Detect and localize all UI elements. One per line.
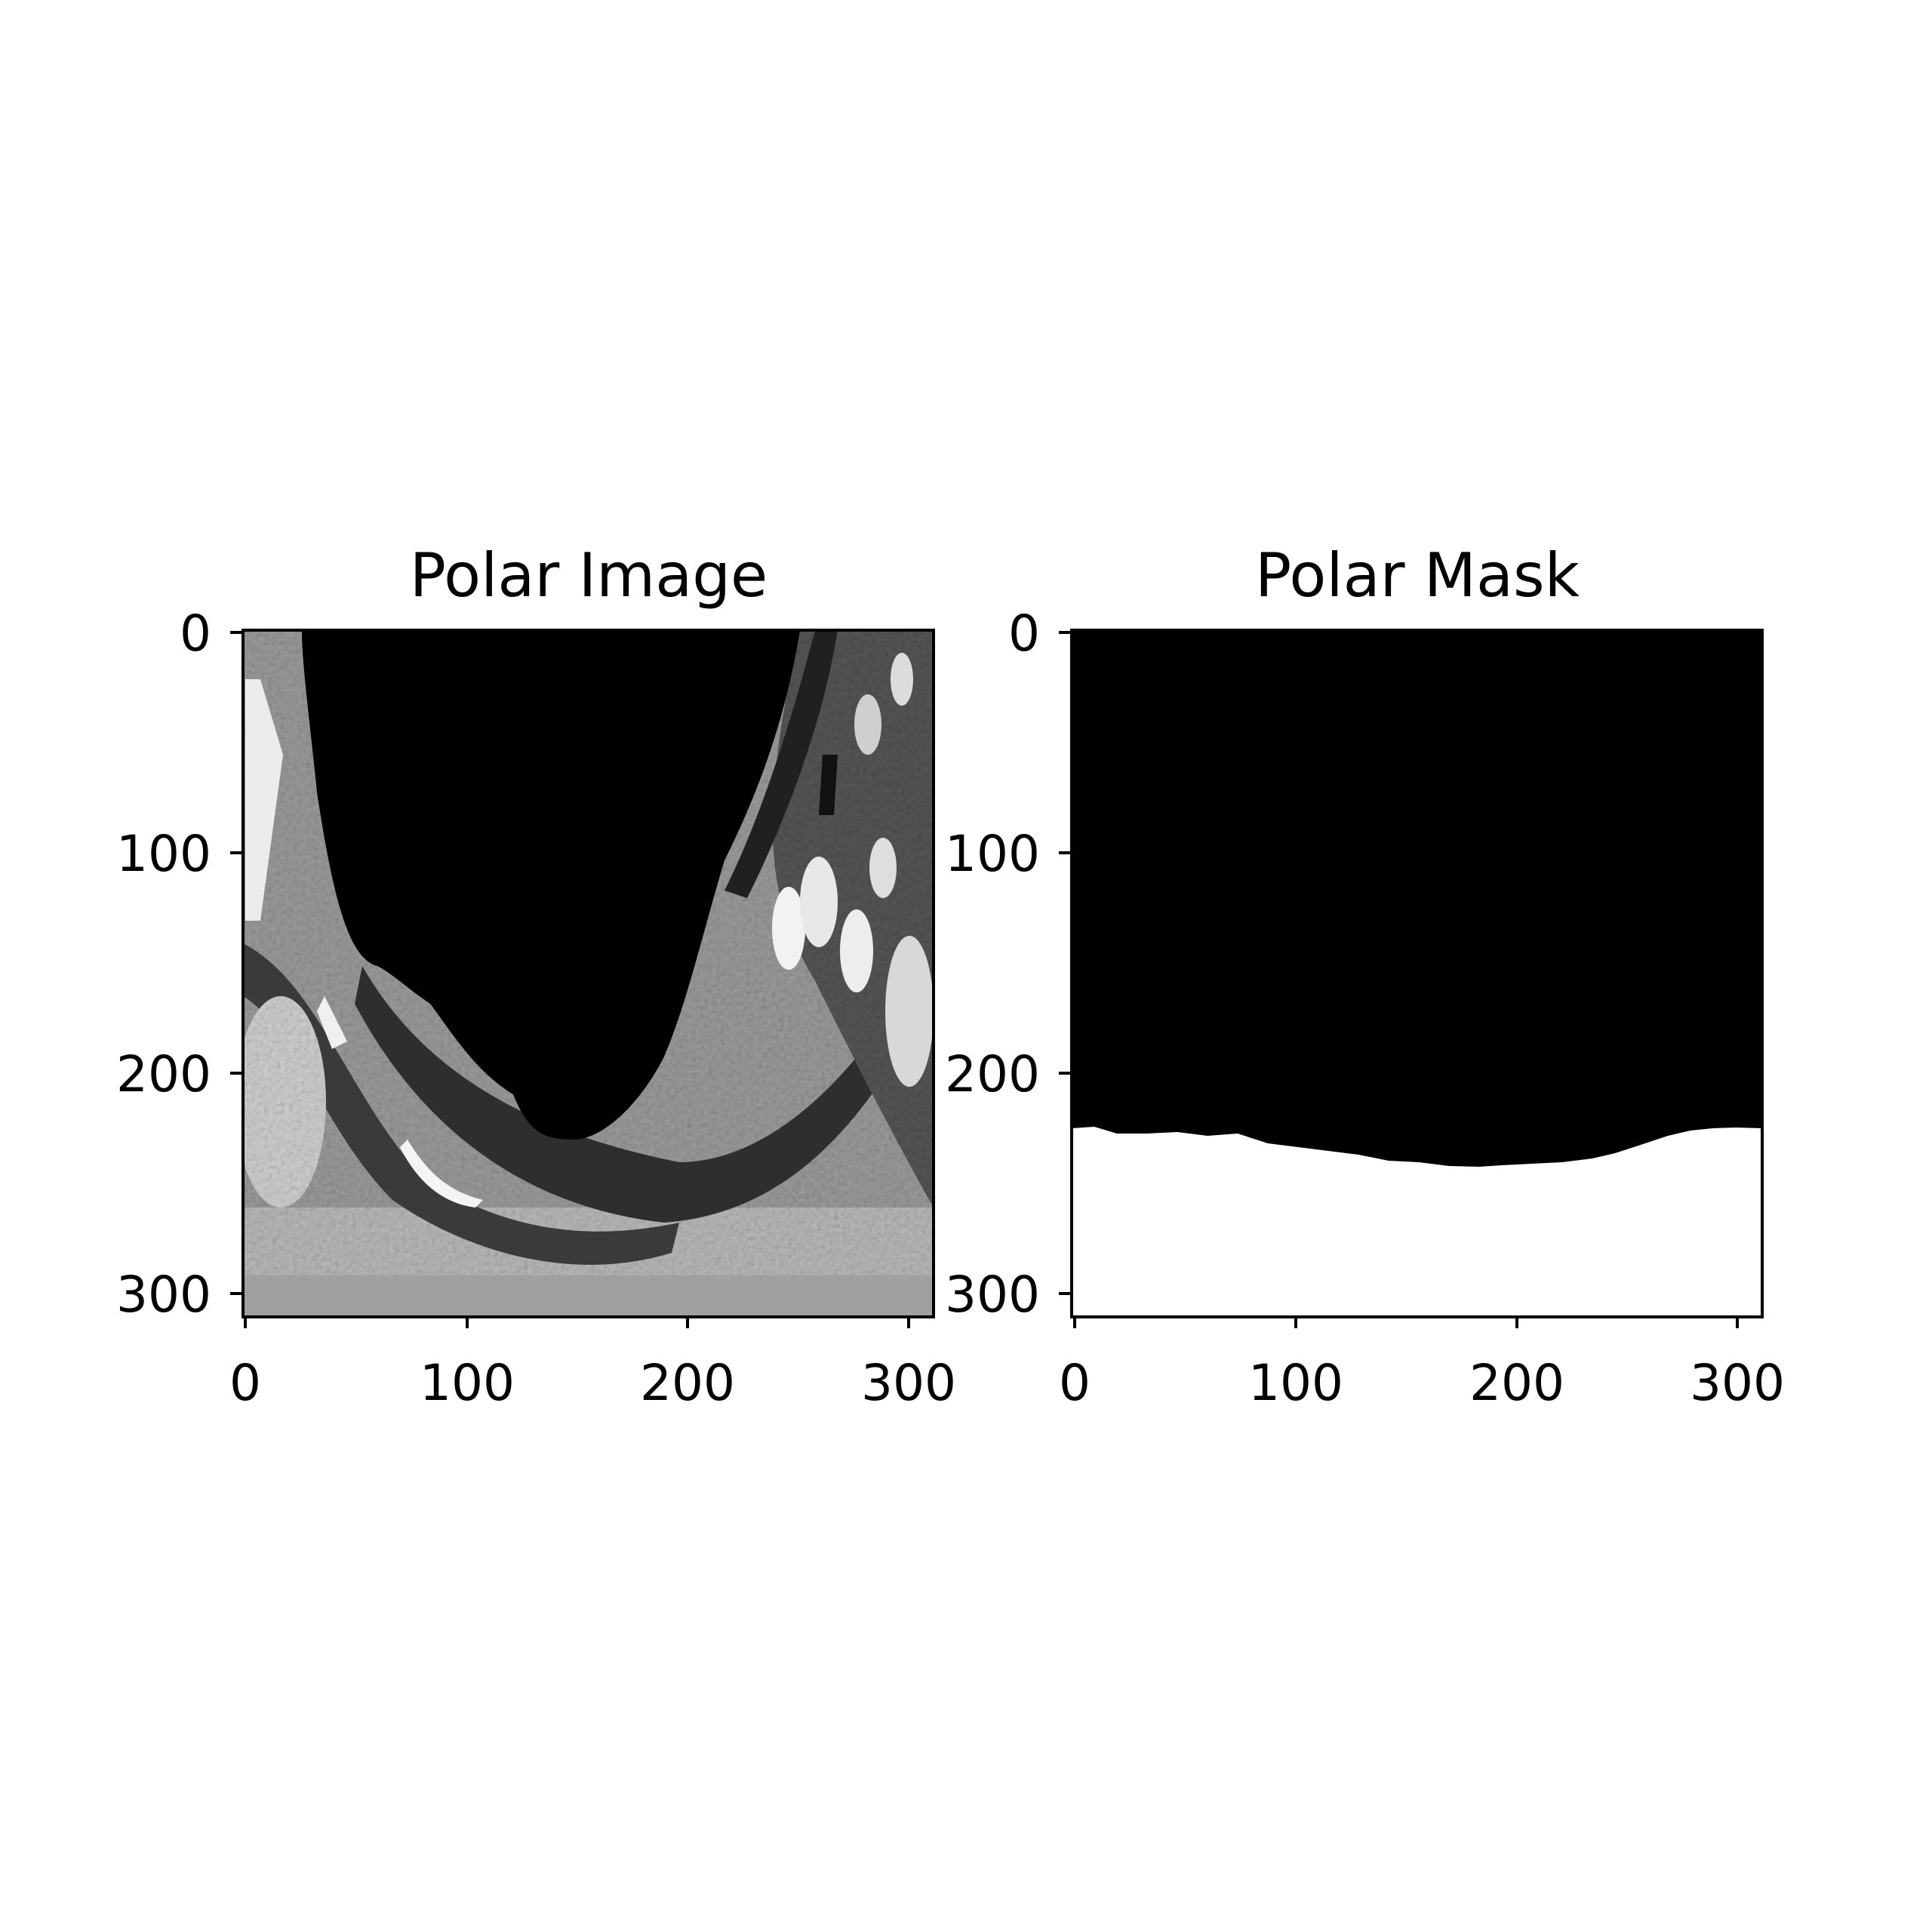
polar-mask-x-axis: 0 100 200 300 <box>1059 1317 1785 1412</box>
x-tick-label: 300 <box>861 1354 956 1412</box>
x-tick-label: 0 <box>229 1354 261 1412</box>
polar-mask-frame <box>1070 629 1764 1318</box>
mask-region <box>1072 1127 1762 1317</box>
y-tick-label: 100 <box>945 825 1040 883</box>
y-tick-label: 0 <box>1008 605 1040 663</box>
x-tick-label: 200 <box>640 1354 735 1412</box>
y-tick-label: 300 <box>116 1266 211 1324</box>
y-tick-label: 200 <box>116 1045 211 1103</box>
polar-mask-title: Polar Mask <box>1255 540 1580 611</box>
polar-image-raster <box>243 630 934 1317</box>
polar-image-frame <box>242 629 935 1318</box>
polar-image-y-axis: 0 100 200 300 <box>116 605 243 1324</box>
y-tick-label: 0 <box>180 605 211 663</box>
x-tick-label: 300 <box>1690 1354 1785 1412</box>
y-tick-label: 100 <box>116 825 211 883</box>
x-tick-label: 200 <box>1469 1354 1564 1412</box>
polar-mask-raster <box>1072 630 1762 1317</box>
air-region <box>302 630 800 1140</box>
x-tick-label: 0 <box>1059 1354 1091 1412</box>
polar-mask-panel: Polar Mask 0 100 200 300 0 100 200 <box>945 540 1785 1412</box>
x-tick-label: 100 <box>1248 1354 1343 1412</box>
y-tick-label: 300 <box>945 1266 1040 1324</box>
polar-image-x-axis: 0 100 200 300 <box>229 1317 956 1412</box>
polar-image-title: Polar Image <box>410 540 768 611</box>
polar-image-panel: Polar Image <box>116 540 956 1412</box>
polar-mask-y-axis: 0 100 200 300 <box>945 605 1072 1324</box>
x-tick-label: 100 <box>420 1354 515 1412</box>
y-tick-label: 200 <box>945 1045 1040 1103</box>
